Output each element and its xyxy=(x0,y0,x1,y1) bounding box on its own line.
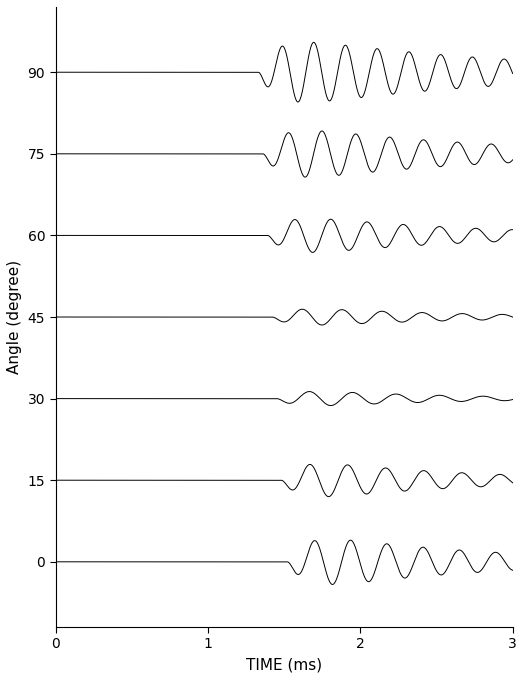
Y-axis label: Angle (degree): Angle (degree) xyxy=(7,260,22,374)
X-axis label: TIME (ms): TIME (ms) xyxy=(246,657,322,672)
